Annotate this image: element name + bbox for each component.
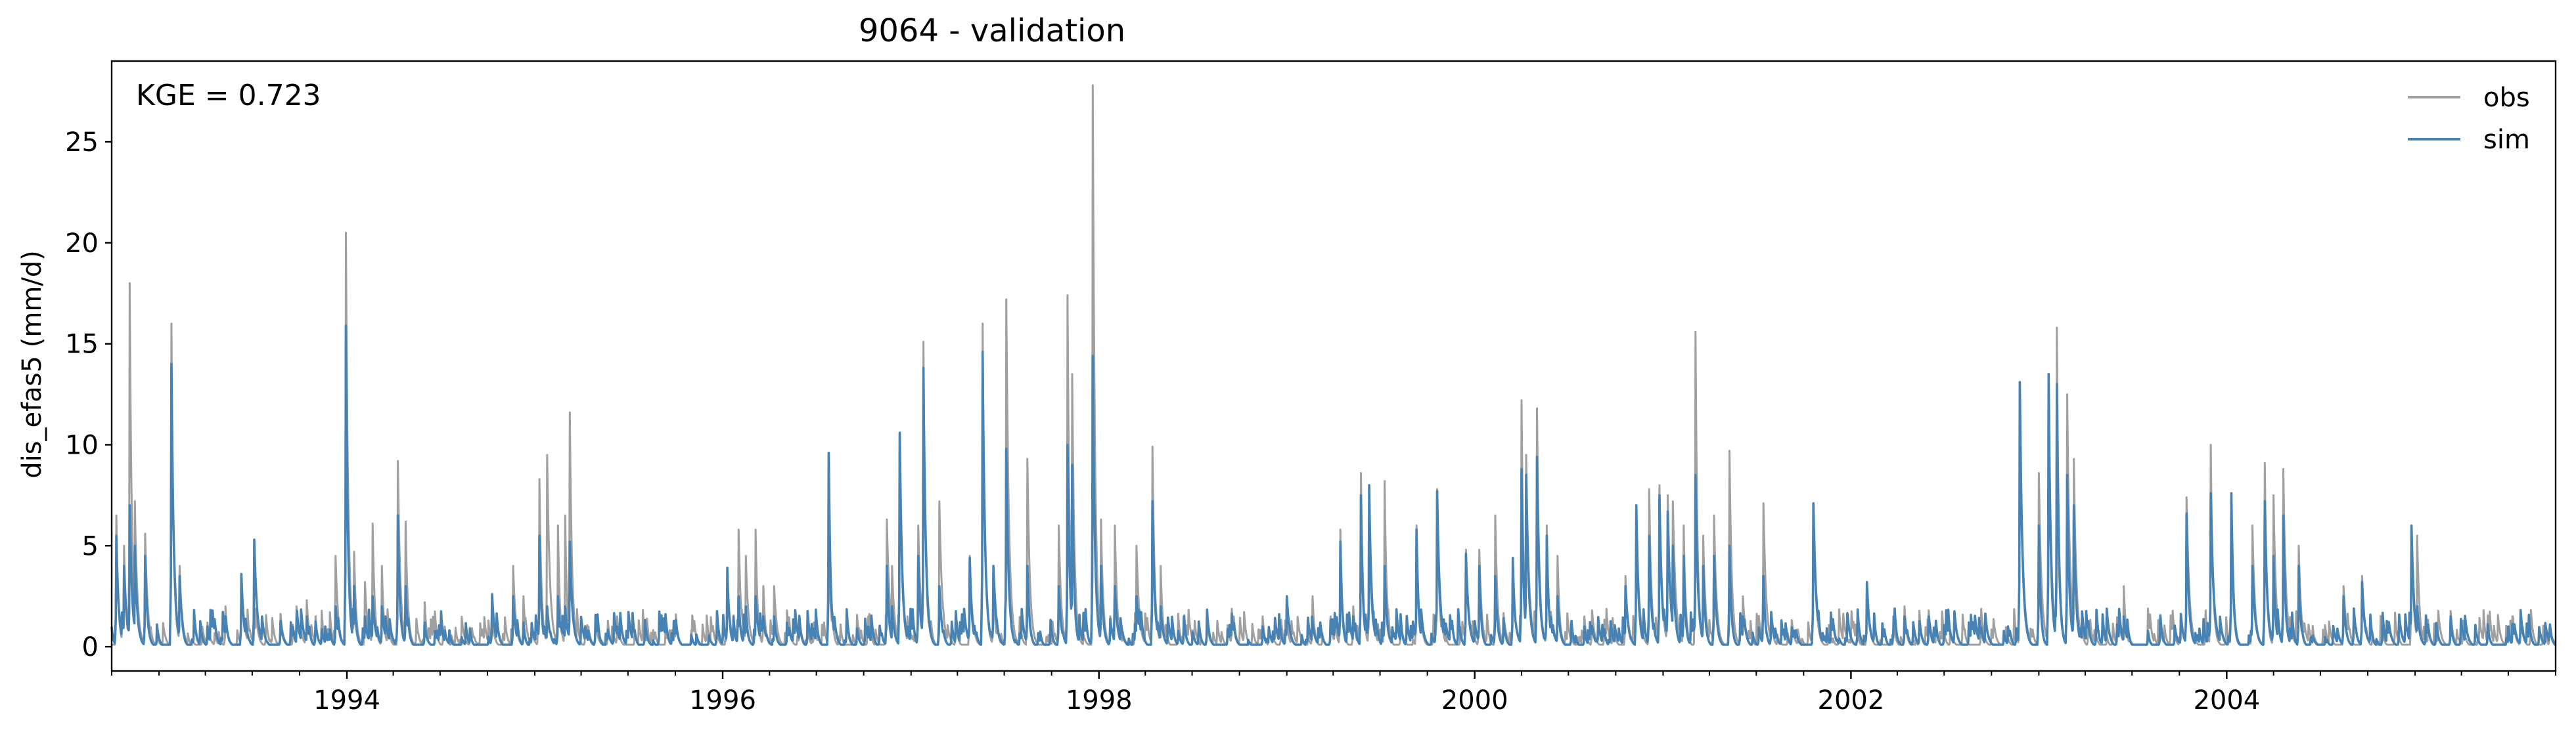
chart-title: 9064 - validation (859, 12, 1125, 49)
x-tick-label: 2000 (1441, 685, 1508, 716)
y-tick-label: 5 (82, 531, 99, 561)
series-line-sim (110, 324, 2556, 646)
x-tick-label: 2002 (1818, 685, 1885, 716)
y-tick-label: 15 (65, 330, 99, 360)
x-tick-label: 1994 (313, 685, 380, 716)
x-tick-label: 2004 (2193, 685, 2260, 716)
y-tick-label: 10 (65, 430, 99, 460)
legend: obs sim (2408, 83, 2530, 155)
plot-frame (110, 60, 2557, 672)
x-axis: 1994 1996 1998 2000 2002 2004 (111, 671, 2556, 716)
legend-label-obs: obs (2483, 83, 2530, 113)
kge-annotation: KGE = 0.723 (136, 79, 321, 112)
y-tick-label: 0 (82, 632, 99, 662)
y-axis-label: dis_efas5 (mm/d) (17, 250, 47, 479)
y-tick-label: 20 (65, 228, 99, 259)
plot-lines (110, 84, 2557, 646)
legend-label-sim: sim (2483, 125, 2530, 155)
x-tick-label: 1996 (689, 685, 756, 716)
y-tick-label: 25 (65, 127, 99, 158)
x-tick-label: 1998 (1066, 685, 1133, 716)
y-axis: 0 5 10 15 20 25 (65, 127, 112, 662)
